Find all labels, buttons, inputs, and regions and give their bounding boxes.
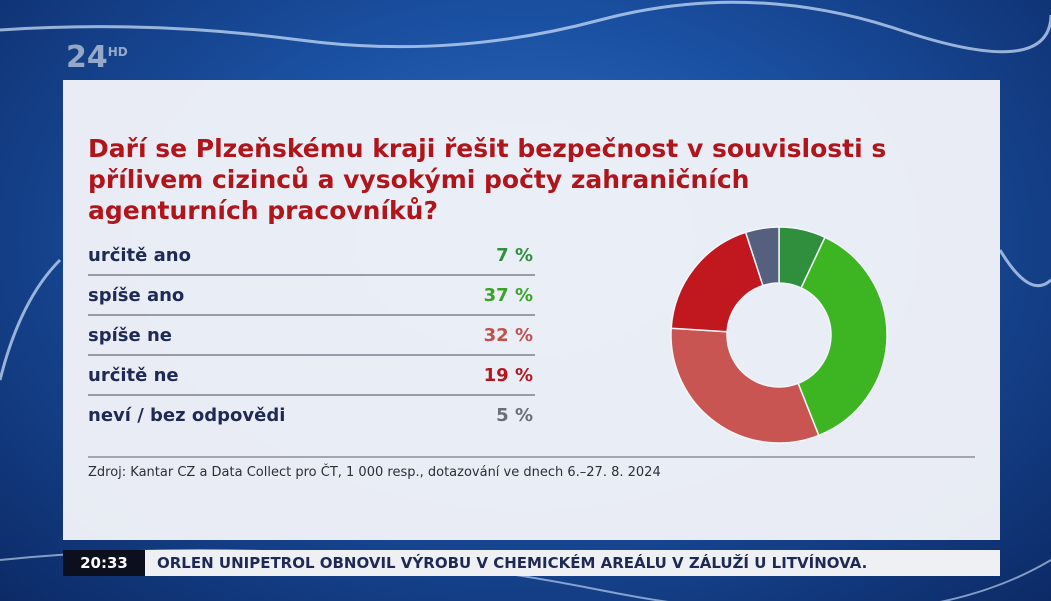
donut-slice (797, 236, 888, 437)
category-label: spíše ne (88, 325, 172, 346)
logo-sup: HD (107, 45, 128, 59)
channel-logo: 24HD (66, 40, 128, 75)
legend-row: neví / bez odpovědi 5 % (88, 397, 535, 435)
value-label: 19 % (483, 365, 533, 386)
category-label: určitě ano (88, 245, 191, 266)
legend-row: určitě ano 7 % (88, 237, 535, 275)
chart-title: Daří se Plzeňskému kraji řešit bezpečnos… (88, 134, 887, 225)
legend-row: určitě ne 19 % (88, 357, 535, 395)
source: Zdroj: Kantar CZ a Data Collect pro ČT, … (88, 465, 661, 480)
donut-slice (670, 231, 764, 333)
value-label: 5 % (496, 405, 533, 426)
logo-text: 24 (66, 40, 108, 75)
value-label: 32 % (483, 325, 533, 346)
legend-row: spíše ne 32 % (88, 317, 535, 355)
category-label: neví / bez odpovědi (88, 405, 286, 426)
category-label: spíše ano (88, 285, 185, 306)
donut-slice (670, 327, 820, 444)
value-label: 7 % (496, 245, 533, 266)
news-ticker: ORLEN UNIPETROL OBNOVIL VÝROBU V CHEMICK… (145, 550, 1000, 576)
category-label: určitě ne (88, 365, 179, 386)
legend-row: spíše ano 37 % (88, 277, 535, 315)
donut-slice (744, 226, 780, 287)
value-label: 37 % (483, 285, 533, 306)
clock: 20:33 (63, 550, 145, 576)
